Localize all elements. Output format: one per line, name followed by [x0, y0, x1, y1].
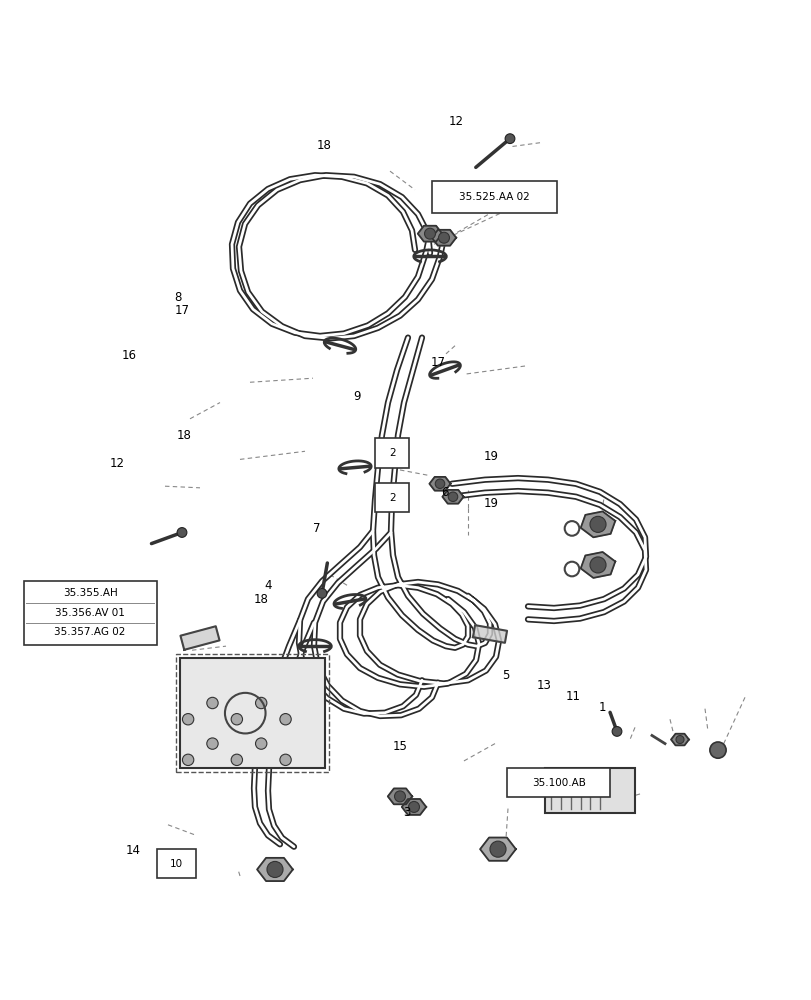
Polygon shape [401, 799, 426, 815]
Polygon shape [580, 511, 615, 537]
FancyBboxPatch shape [24, 581, 157, 645]
Text: 18: 18 [177, 429, 191, 442]
Text: 5: 5 [501, 669, 508, 682]
Circle shape [590, 516, 605, 532]
Circle shape [675, 736, 683, 744]
Text: 19: 19 [483, 450, 498, 463]
Circle shape [438, 232, 449, 243]
Polygon shape [418, 226, 442, 242]
Circle shape [255, 697, 267, 709]
Circle shape [489, 841, 505, 857]
Polygon shape [388, 788, 412, 804]
Polygon shape [431, 230, 456, 246]
Circle shape [182, 714, 194, 725]
Circle shape [231, 754, 242, 766]
Polygon shape [472, 625, 506, 643]
Circle shape [317, 589, 327, 598]
Polygon shape [479, 838, 515, 861]
FancyBboxPatch shape [375, 438, 409, 468]
Circle shape [207, 697, 218, 709]
Polygon shape [180, 626, 219, 650]
Polygon shape [257, 858, 293, 881]
Text: 13: 13 [536, 679, 551, 692]
Text: 17: 17 [430, 356, 444, 369]
Text: 19: 19 [483, 497, 498, 510]
Text: 35.357.AG 02: 35.357.AG 02 [54, 627, 126, 637]
Circle shape [267, 861, 283, 877]
Text: 6: 6 [440, 486, 448, 499]
Circle shape [255, 738, 267, 749]
Bar [176, 654, 328, 772]
Text: 16: 16 [122, 349, 136, 362]
Text: 11: 11 [565, 690, 580, 703]
Circle shape [182, 754, 194, 766]
Text: 7: 7 [312, 522, 320, 535]
Circle shape [435, 479, 444, 489]
Circle shape [424, 228, 435, 239]
Circle shape [394, 791, 405, 802]
Circle shape [709, 742, 725, 758]
Circle shape [177, 528, 187, 537]
FancyBboxPatch shape [157, 849, 195, 878]
Text: 15: 15 [392, 740, 406, 753]
Text: 12: 12 [109, 457, 124, 470]
FancyBboxPatch shape [507, 768, 609, 797]
Text: 8: 8 [174, 291, 182, 304]
FancyBboxPatch shape [375, 483, 409, 512]
Polygon shape [670, 734, 688, 745]
Text: 2: 2 [388, 448, 395, 458]
Circle shape [280, 754, 291, 766]
Polygon shape [580, 552, 615, 578]
Circle shape [611, 727, 621, 736]
Circle shape [280, 714, 291, 725]
FancyBboxPatch shape [180, 658, 324, 768]
Circle shape [408, 801, 419, 812]
Text: 3: 3 [402, 806, 410, 819]
Text: 14: 14 [126, 844, 140, 857]
Text: 9: 9 [353, 390, 360, 403]
Text: 10: 10 [169, 859, 182, 869]
Circle shape [207, 738, 218, 749]
Text: 2: 2 [388, 493, 395, 503]
Text: 4: 4 [264, 579, 271, 592]
Text: 18: 18 [254, 593, 268, 606]
Text: 12: 12 [448, 115, 463, 128]
Circle shape [231, 714, 242, 725]
Text: 35.525.AA 02: 35.525.AA 02 [458, 192, 530, 202]
Text: 35.355.AH: 35.355.AH [62, 588, 118, 598]
Text: 35.100.AB: 35.100.AB [531, 778, 585, 788]
Polygon shape [442, 490, 463, 504]
Circle shape [590, 557, 605, 573]
Polygon shape [429, 477, 450, 491]
Text: 17: 17 [174, 304, 189, 317]
Circle shape [504, 134, 514, 144]
Text: 1: 1 [598, 701, 605, 714]
FancyBboxPatch shape [431, 181, 556, 213]
Text: 18: 18 [316, 139, 331, 152]
Text: 35.356.AV 01: 35.356.AV 01 [55, 608, 125, 618]
FancyBboxPatch shape [544, 768, 634, 813]
Circle shape [448, 492, 457, 502]
